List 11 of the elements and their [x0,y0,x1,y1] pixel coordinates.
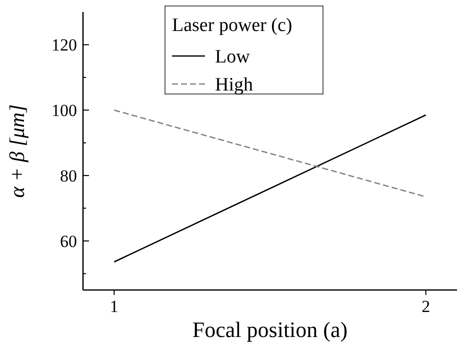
x-axis-title: Focal position (a) [192,317,348,342]
legend-label: High [215,74,254,96]
y-tick-label: 100 [52,101,77,120]
x-tick-label: 1 [110,297,118,316]
legend-label: Low [215,46,250,68]
y-axis-title: α + β [μm] [5,104,29,198]
legend-title: Laser power (c) [172,15,292,36]
x-tick-label: 2 [422,297,430,316]
y-tick-label: 120 [52,36,77,55]
y-tick-label: 80 [60,166,77,186]
y-tick-label: 60 [60,232,77,251]
